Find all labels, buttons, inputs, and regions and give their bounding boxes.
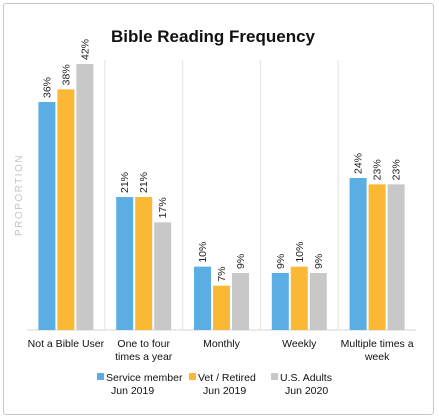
- bar: [309, 273, 327, 330]
- category-label: Multiple times a week: [341, 338, 414, 363]
- bar: [213, 285, 230, 330]
- data-label: 9%: [313, 254, 325, 269]
- legend-swatch: [271, 373, 278, 380]
- data-label: 23%: [372, 159, 384, 180]
- value-labels: 36% 38% 42% 21% 21% 17% 10% 7% 9% 9% 10% 9% 24% 23% 23…: [41, 39, 402, 282]
- bar: [349, 178, 367, 330]
- bar: [290, 266, 308, 330]
- bar: [38, 102, 56, 330]
- bar: [76, 64, 94, 330]
- bar: [116, 197, 134, 330]
- data-label: 42%: [79, 39, 91, 60]
- bars: [38, 64, 405, 330]
- data-label: 24%: [353, 153, 365, 174]
- category-label: Not a Bible User: [28, 338, 105, 350]
- category-label: Weekly: [282, 338, 317, 350]
- chart-frame: [3, 3, 434, 415]
- bar: [194, 266, 211, 330]
- bar: [368, 184, 386, 330]
- bar: [387, 184, 405, 330]
- data-label: 23%: [391, 159, 403, 180]
- legend: Service member Jun 2019 Vet / Retired Jun 2…: [97, 372, 332, 397]
- chart-title: Bible Reading Frequency: [111, 27, 316, 46]
- legend-label: U.S. Adults Jun 2020: [280, 372, 332, 397]
- legend-swatch: [97, 373, 104, 380]
- data-label: 38%: [60, 64, 72, 85]
- data-label: 17%: [157, 197, 169, 218]
- data-label: 10%: [294, 242, 306, 263]
- bar: [57, 89, 75, 330]
- data-label: 9%: [235, 254, 247, 269]
- category-label: One to four times a year: [115, 338, 173, 363]
- bar: [232, 273, 249, 330]
- legend-swatch: [189, 373, 196, 380]
- y-axis-label: PROPORTION: [14, 154, 25, 236]
- data-label: 7%: [216, 266, 228, 281]
- legend-label: Vet / Retired Jun 2019: [198, 372, 256, 397]
- legend-label: Service member Jun 2019: [106, 372, 183, 397]
- bar: [135, 197, 153, 330]
- data-label: 36%: [41, 77, 53, 98]
- category-label: Monthly: [203, 338, 241, 350]
- bar: [271, 273, 289, 330]
- bar: [154, 222, 172, 330]
- data-label: 21%: [138, 172, 150, 193]
- data-label: 10%: [197, 242, 209, 263]
- data-label: 9%: [275, 254, 287, 269]
- category-labels: Not a Bible User One to four times a year M…: [28, 338, 414, 363]
- data-label: 21%: [119, 172, 131, 193]
